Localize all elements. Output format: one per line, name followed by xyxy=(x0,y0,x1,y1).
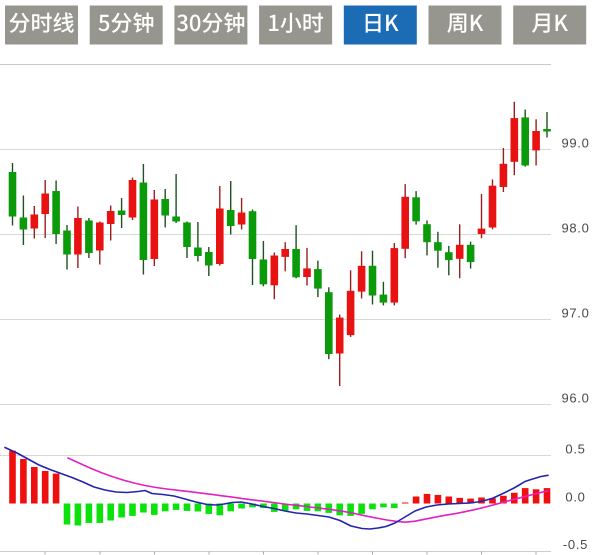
svg-text:99.0: 99.0 xyxy=(561,136,589,151)
svg-text:-0.5: -0.5 xyxy=(563,537,588,552)
svg-text:98.0: 98.0 xyxy=(561,221,589,236)
svg-text:0.5: 0.5 xyxy=(565,442,585,457)
svg-text:96.0: 96.0 xyxy=(561,391,589,406)
svg-text:0.0: 0.0 xyxy=(565,490,585,505)
svg-text:97.0: 97.0 xyxy=(561,306,589,321)
